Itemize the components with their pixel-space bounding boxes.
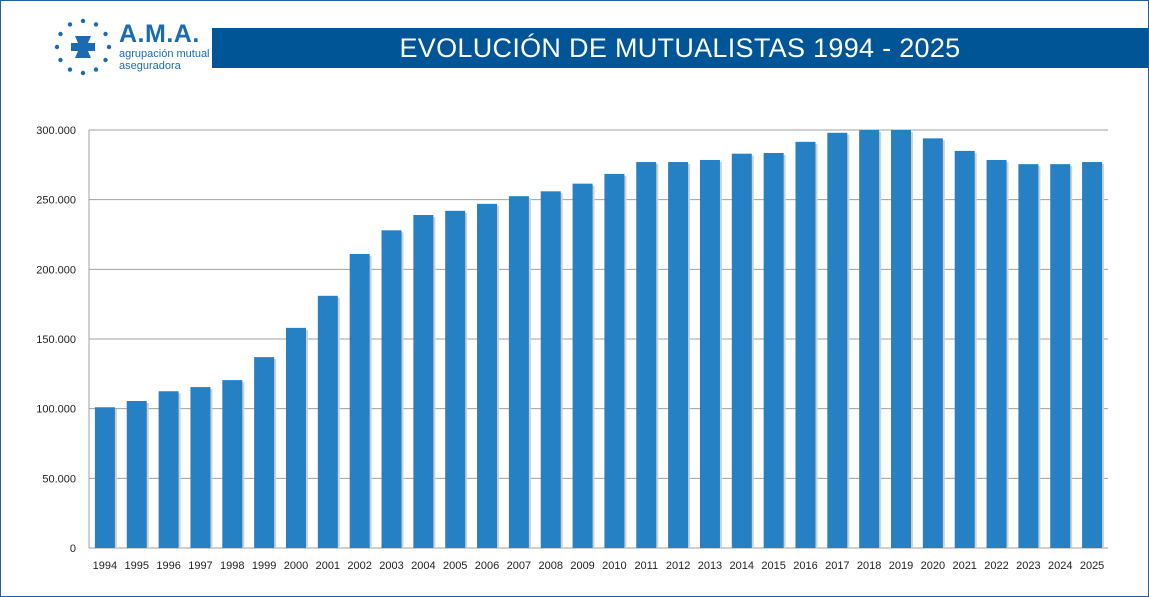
x-tick-label: 1996 — [156, 560, 180, 572]
star-cross-emblem-icon — [54, 18, 112, 76]
bar-2018 — [859, 130, 880, 548]
x-tick-label: 2018 — [857, 560, 881, 572]
bar-2001 — [317, 295, 338, 548]
y-tick-label: 50.000 — [42, 473, 76, 485]
x-tick-label: 2010 — [602, 560, 626, 572]
x-tick-label: 2024 — [1048, 560, 1072, 572]
x-tick-label: 2014 — [730, 560, 754, 572]
x-tick-label: 2012 — [666, 560, 690, 572]
bar-2024 — [1050, 164, 1071, 549]
x-tick-label: 2013 — [698, 560, 722, 572]
bar-2003 — [381, 230, 402, 548]
bar-1994 — [94, 407, 115, 548]
bar-1995 — [126, 401, 147, 548]
x-tick-label: 2023 — [1016, 560, 1040, 572]
x-tick-label: 1995 — [125, 560, 149, 572]
bar-2020 — [922, 138, 943, 549]
bar-2002 — [349, 254, 370, 549]
x-tick-label: 2020 — [921, 560, 945, 572]
x-tick-label: 1997 — [188, 560, 212, 572]
x-tick-label: 2007 — [507, 560, 531, 572]
bar-2006 — [477, 203, 498, 548]
x-tick-label: 1994 — [93, 560, 117, 572]
bar-2007 — [508, 196, 529, 548]
bar-2005 — [445, 210, 466, 548]
logo-line-2: aseguradora — [119, 60, 181, 72]
bar-2009 — [572, 183, 593, 549]
x-tick-label: 1999 — [252, 560, 276, 572]
bar-2015 — [763, 152, 784, 549]
bar-1996 — [158, 391, 179, 548]
bar-2022 — [986, 159, 1007, 548]
bar-2019 — [891, 130, 912, 548]
y-tick-label: 0 — [70, 543, 76, 555]
bar-2004 — [413, 214, 434, 548]
y-tick-label: 200.000 — [36, 264, 76, 276]
bar-2013 — [699, 159, 720, 548]
y-tick-label: 150.000 — [36, 334, 76, 346]
x-tick-label: 2011 — [634, 560, 658, 572]
x-tick-label: 2025 — [1080, 560, 1104, 572]
bar-2011 — [636, 162, 657, 548]
bar-2008 — [540, 191, 561, 548]
chart-title: EVOLUCIÓN DE MUTUALISTAS 1994 - 2025 — [212, 28, 1148, 68]
y-tick-label: 250.000 — [36, 195, 76, 207]
x-tick-label: 2019 — [889, 560, 913, 572]
x-tick-label: 2003 — [379, 560, 403, 572]
x-tick-label: 2016 — [793, 560, 817, 572]
x-tick-label: 2017 — [825, 560, 849, 572]
x-tick-label: 2015 — [761, 560, 785, 572]
bar-2023 — [1018, 164, 1039, 549]
bar-1998 — [222, 380, 243, 548]
y-tick-label: 300.000 — [36, 125, 76, 137]
y-tick-label: 100.000 — [36, 404, 76, 416]
x-tick-label: 2022 — [984, 560, 1008, 572]
bar-2021 — [954, 150, 975, 548]
bar-2010 — [604, 173, 625, 548]
logo-line-1: agrupación mutual — [119, 48, 210, 60]
x-tick-label: 2008 — [538, 560, 562, 572]
x-tick-label: 2021 — [952, 560, 976, 572]
bar-2014 — [731, 153, 752, 549]
bar-2000 — [285, 327, 306, 548]
x-tick-label: 2001 — [316, 560, 340, 572]
x-tick-label: 2004 — [411, 560, 435, 572]
bar-1997 — [190, 387, 211, 548]
x-tick-label: 2009 — [570, 560, 594, 572]
bar-2016 — [795, 141, 816, 549]
ama-logo: A.M.A. agrupación mutual aseguradora — [53, 17, 213, 77]
logo-name: A.M.A. — [119, 20, 200, 48]
bar-1999 — [254, 357, 275, 548]
bar-2025 — [1082, 162, 1103, 548]
x-tick-label: 2005 — [443, 560, 467, 572]
bar-2017 — [827, 132, 848, 548]
x-tick-label: 1998 — [220, 560, 244, 572]
x-tick-label: 2002 — [347, 560, 371, 572]
x-tick-label: 2000 — [284, 560, 308, 572]
bar-2012 — [668, 162, 689, 548]
x-tick-label: 2006 — [475, 560, 499, 572]
